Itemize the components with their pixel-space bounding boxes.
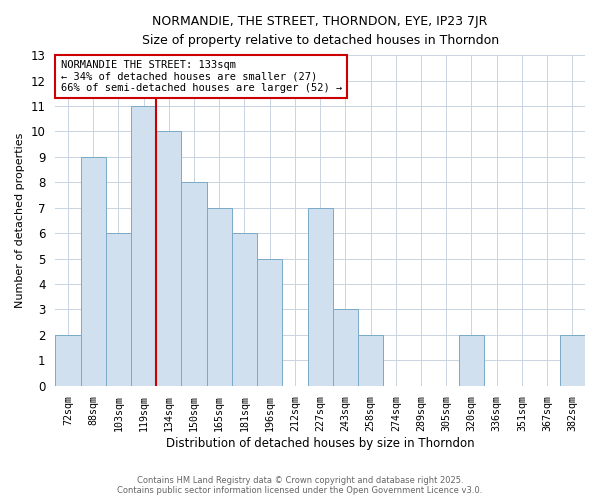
Bar [232,233,257,386]
Bar [206,208,232,386]
Bar [358,335,383,386]
Bar [459,335,484,386]
Bar [257,258,283,386]
Bar [181,182,206,386]
Y-axis label: Number of detached properties: Number of detached properties [15,132,25,308]
Bar [106,233,131,386]
Text: Contains HM Land Registry data © Crown copyright and database right 2025.
Contai: Contains HM Land Registry data © Crown c… [118,476,482,495]
Bar [333,310,358,386]
Bar [156,132,181,386]
Bar [55,335,80,386]
X-axis label: Distribution of detached houses by size in Thorndon: Distribution of detached houses by size … [166,437,475,450]
Text: NORMANDIE THE STREET: 133sqm
← 34% of detached houses are smaller (27)
66% of se: NORMANDIE THE STREET: 133sqm ← 34% of de… [61,60,342,94]
Bar [308,208,333,386]
Bar [131,106,156,386]
Bar [80,157,106,386]
Bar [560,335,585,386]
Title: NORMANDIE, THE STREET, THORNDON, EYE, IP23 7JR
Size of property relative to deta: NORMANDIE, THE STREET, THORNDON, EYE, IP… [142,15,499,47]
